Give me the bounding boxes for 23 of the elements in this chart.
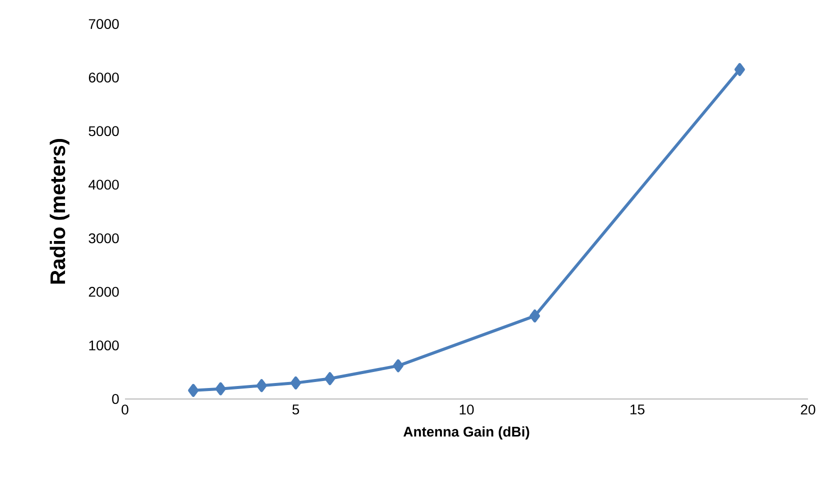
y-tick-label: 3000 (88, 233, 119, 244)
y-tick-label: 2000 (88, 286, 119, 297)
point (188, 384, 199, 397)
point (256, 379, 267, 392)
point (734, 63, 745, 76)
x-tick-label: 10 (460, 404, 474, 415)
y-tick-label: 5000 (88, 126, 119, 136)
x-tick-label: 5 (292, 404, 300, 414)
point (324, 372, 336, 386)
y-tick-label: 4000 (88, 180, 119, 190)
point (530, 309, 540, 322)
y-tick-label: 0 (112, 394, 119, 404)
y-axis-title: Radio (meters) (50, 139, 70, 284)
y-tick-label: 1000 (89, 340, 119, 350)
x-tick-label: 0 (122, 404, 128, 415)
point (392, 359, 404, 372)
x-tick-label: 15 (630, 404, 644, 414)
y-tick-label: 6000 (88, 72, 119, 83)
point (290, 376, 302, 390)
point (215, 382, 226, 396)
x-axis-title: Antenna Gain (dBi) (403, 426, 530, 440)
y-tick-label: 7000 (88, 19, 119, 29)
x-tick-label: 20 (800, 404, 816, 415)
